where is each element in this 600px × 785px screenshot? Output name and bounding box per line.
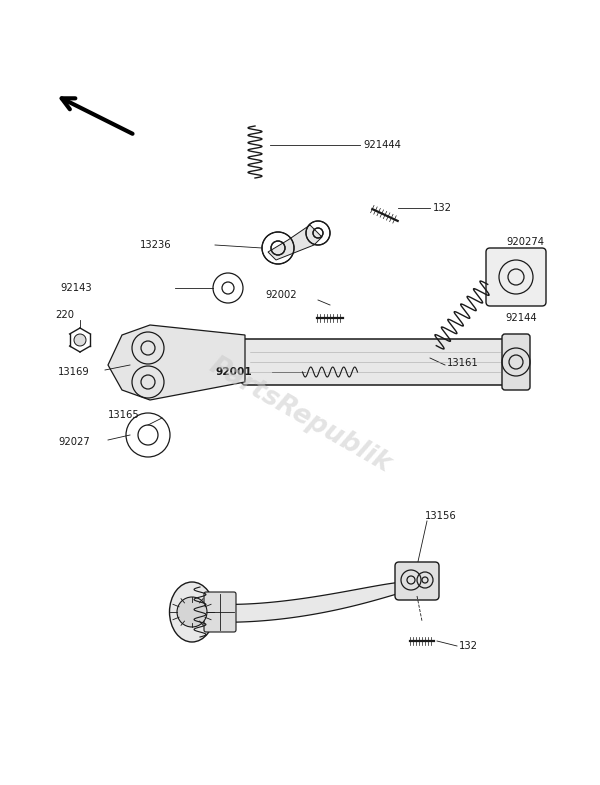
Text: 92027: 92027 (58, 437, 90, 447)
Polygon shape (108, 325, 245, 400)
Text: 92144: 92144 (505, 313, 536, 323)
Text: 920274: 920274 (506, 237, 544, 247)
Polygon shape (268, 225, 322, 260)
Text: 92001: 92001 (215, 367, 252, 377)
Polygon shape (214, 582, 412, 623)
Text: 13156: 13156 (425, 511, 457, 521)
Text: PartsRepublik: PartsRepublik (205, 352, 395, 477)
Text: 132: 132 (459, 641, 478, 651)
FancyBboxPatch shape (204, 592, 236, 632)
Text: 921444: 921444 (363, 140, 401, 150)
FancyBboxPatch shape (502, 334, 530, 390)
FancyBboxPatch shape (395, 562, 439, 600)
Ellipse shape (170, 582, 215, 642)
Circle shape (177, 597, 207, 627)
FancyBboxPatch shape (242, 339, 508, 385)
Circle shape (74, 334, 86, 346)
Text: 220: 220 (55, 310, 74, 320)
Text: 13161: 13161 (447, 358, 479, 368)
FancyBboxPatch shape (486, 248, 546, 306)
Text: 92002: 92002 (265, 290, 296, 300)
Text: 13165: 13165 (108, 410, 140, 420)
Text: 13169: 13169 (58, 367, 90, 377)
Text: 92143: 92143 (60, 283, 92, 293)
Text: 132: 132 (433, 203, 452, 213)
Text: 13236: 13236 (140, 240, 172, 250)
